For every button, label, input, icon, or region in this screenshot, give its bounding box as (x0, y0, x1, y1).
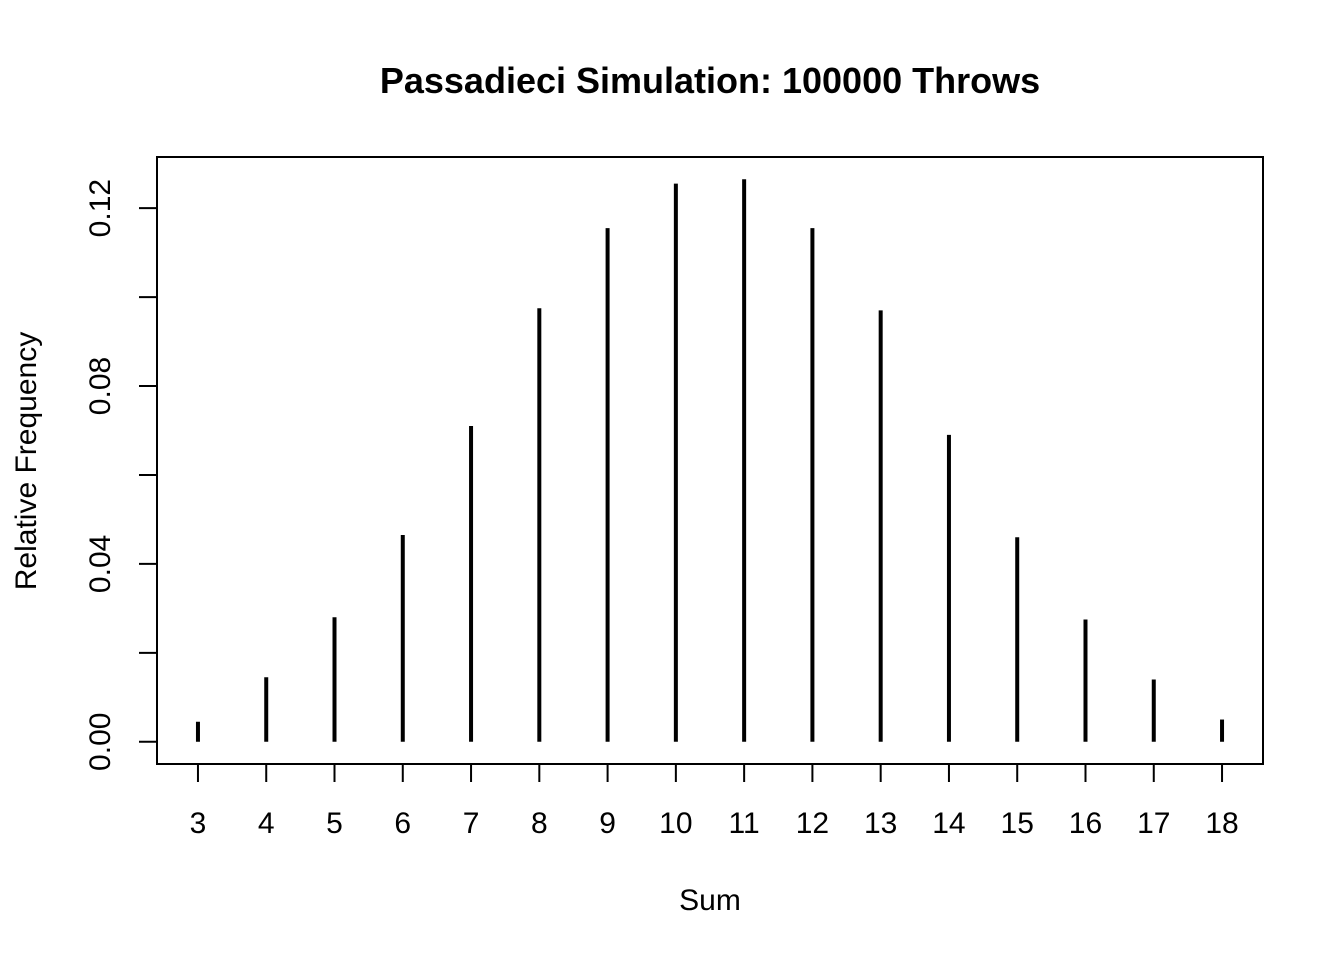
x-axis-label: Sum (679, 884, 741, 917)
x-tick-label: 4 (258, 807, 275, 840)
x-tick-label: 11 (729, 807, 760, 840)
chart-title: Passadieci Simulation: 100000 Throws (380, 60, 1040, 101)
bars (195, 179, 1225, 742)
y-tick-label: 0.12 (84, 179, 117, 237)
plot-frame (156, 156, 1264, 765)
y-tick-label: 0.00 (84, 713, 117, 771)
x-tick-label: 18 (1205, 807, 1238, 840)
x-tick-label: 3 (190, 807, 207, 840)
x-tick-label: 8 (531, 807, 548, 840)
y-tick-label: 0.04 (84, 535, 117, 593)
x-tick-label: 5 (326, 807, 343, 840)
x-axis: 3 4 5 6 7 8 9 10 11 12 13 14 15 16 17 18 (190, 763, 1239, 840)
x-tick-label: 16 (1069, 807, 1102, 840)
x-tick-label: 6 (394, 807, 411, 840)
x-tick-label: 13 (864, 807, 897, 840)
x-tick-label: 12 (796, 807, 829, 840)
x-tick-label: 17 (1137, 807, 1170, 840)
x-tick-label: 9 (599, 807, 616, 840)
x-tick-label: 14 (932, 807, 965, 840)
x-tick-label: 10 (659, 807, 692, 840)
y-tick-label: 0.08 (84, 357, 117, 415)
y-axis-label: Relative Frequency (10, 332, 43, 590)
x-tick-label: 7 (463, 807, 480, 840)
x-tick-label: 15 (1001, 807, 1034, 840)
y-axis: 0.00 0.04 0.08 0.12 (84, 179, 158, 771)
